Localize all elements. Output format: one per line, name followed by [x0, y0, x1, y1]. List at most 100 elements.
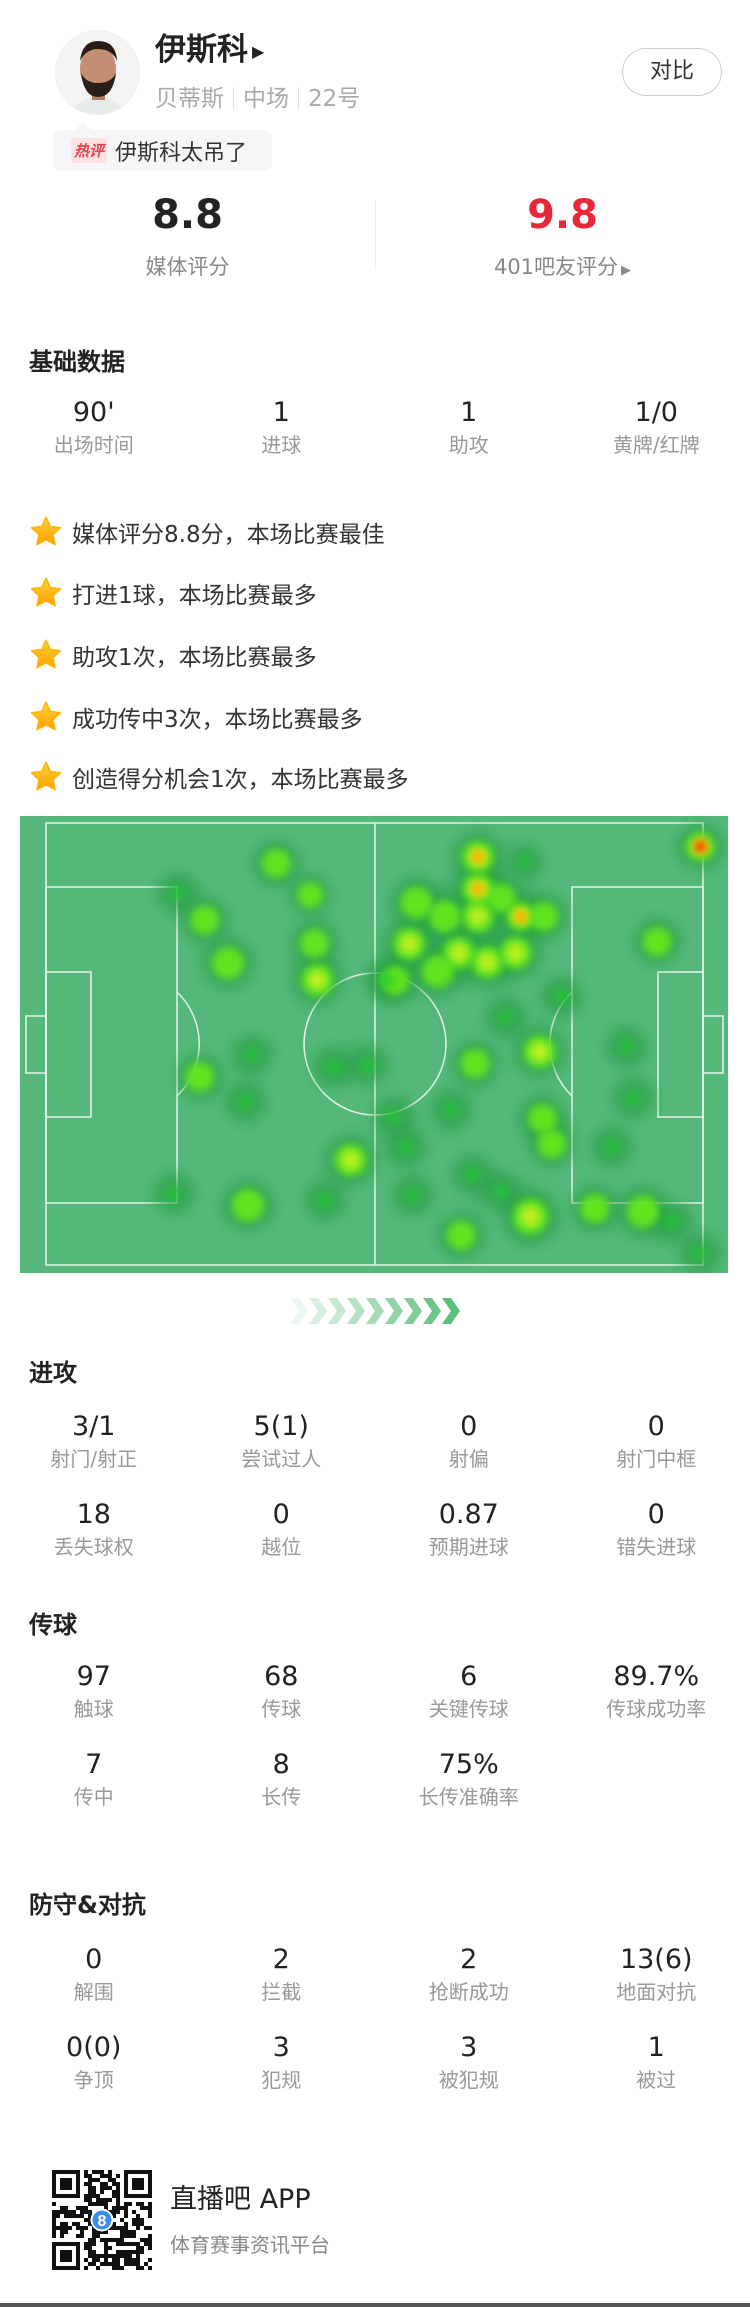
stat-value: 0(0)	[66, 2032, 122, 2063]
chevron-right-icon	[309, 1298, 327, 1324]
stat-label: 被犯规	[438, 2068, 499, 2092]
heatmap-point	[528, 1104, 557, 1133]
triangle-right-icon: ▶	[621, 263, 632, 278]
stat-item: 68 传球	[188, 1660, 376, 1748]
stat-value: 3	[272, 2032, 290, 2063]
heatmap-point	[443, 1103, 459, 1118]
heatmap-point	[421, 955, 454, 988]
media-rating: 8.8 媒体评分	[0, 190, 375, 282]
stat-label: 射门/射正	[50, 1447, 138, 1471]
fan-rating-value: 9.8	[527, 192, 598, 238]
chevron-right-icon	[385, 1298, 403, 1324]
heatmap-point	[300, 929, 329, 958]
stat-item: 1/0 黄牌/红牌	[563, 396, 750, 484]
player-meta: 贝蒂斯 中场 22号	[155, 84, 360, 114]
player-name[interactable]: 伊斯科 ▶	[155, 32, 265, 68]
app-slogan: 体育赛事资讯平台	[170, 2233, 330, 2257]
stat-item: 3 被犯规	[375, 2031, 563, 2119]
heatmap-point	[400, 934, 419, 953]
stat-label: 传球	[261, 1697, 302, 1721]
stat-value: 2	[272, 1944, 290, 1975]
hot-comment-text: 伊斯科太吊了	[115, 140, 248, 166]
star-icon	[30, 701, 62, 731]
stat-item: 13(6) 地面对抗	[563, 1943, 750, 2031]
stat-value: 90'	[72, 397, 115, 428]
media-rating-label: 媒体评分	[145, 255, 230, 279]
heatmap-point	[166, 1186, 181, 1201]
stat-value: 3	[460, 2032, 478, 2063]
heatmap-point	[604, 1139, 620, 1155]
highlight-item: 媒体评分8.8分，本场比赛最佳	[29, 512, 385, 552]
shirt-number: 22号	[308, 86, 361, 112]
stat-item: 7 传中	[0, 1748, 188, 1836]
heatmap-point	[554, 989, 569, 1004]
heatmap-point	[664, 1214, 680, 1230]
hot-comment[interactable]: 热评 伊斯科太吊了	[53, 122, 272, 171]
heatmap-point	[446, 1221, 476, 1250]
chevron-right-icon	[366, 1298, 384, 1324]
stat-label: 长传	[261, 1785, 302, 1809]
media-rating-value: 8.8	[152, 192, 223, 238]
fan-rating[interactable]: 9.8 401吧友评分 ▶	[375, 190, 750, 286]
heatmap-point	[297, 882, 324, 908]
stat-label: 传中	[73, 1785, 114, 1809]
heatmap-point	[487, 883, 516, 913]
heatmap-point	[465, 1168, 481, 1183]
highlight-text: 成功传中3次，本场比赛最多	[72, 707, 363, 733]
stat-label: 进球	[261, 433, 302, 457]
player-avatar	[55, 30, 140, 115]
stat-label: 射偏	[448, 1447, 489, 1471]
stat-item: 75% 长传准确率	[375, 1748, 563, 1836]
highlight-text: 创造得分机会1次，本场比赛最多	[72, 767, 409, 793]
stat-item: 0 错失进球	[563, 1498, 750, 1586]
stat-label: 被过	[636, 2068, 677, 2092]
stat-value: 7	[85, 1749, 103, 1780]
heatmap-point	[626, 1091, 642, 1106]
heatmap-point	[619, 1039, 634, 1054]
stat-label: 助攻	[448, 433, 489, 457]
heatmap-point	[494, 1184, 509, 1199]
heatmap-point	[212, 947, 245, 980]
heatmap-point	[317, 1193, 332, 1208]
stat-value: 3/1	[72, 1411, 116, 1442]
heatmap-point	[341, 1151, 360, 1170]
stat-item: 18 丢失球权	[0, 1498, 188, 1586]
heatmap-point	[580, 1194, 610, 1223]
svg-text:8: 8	[98, 2213, 107, 2230]
qr-code[interactable]: 8	[52, 2170, 152, 2270]
compare-button[interactable]: 对比	[622, 48, 722, 96]
chevron-right-icon	[347, 1298, 365, 1324]
stat-value: 13(6)	[619, 1944, 693, 1975]
stat-item: 0 射门中框	[563, 1410, 750, 1498]
stat-value: 6	[460, 1661, 478, 1692]
stat-value: 18	[76, 1499, 111, 1530]
section-title-passing: 传球	[29, 1611, 77, 1639]
heatmap-point	[231, 1189, 264, 1222]
hot-tag: 热评	[71, 138, 108, 163]
heatmap-point	[237, 1094, 253, 1110]
stat-item: 3/1 射门/射正	[0, 1410, 188, 1498]
stat-label: 黄牌/红牌	[612, 433, 700, 457]
stat-value: 2	[460, 1944, 478, 1975]
basic-stats: 90' 出场时间 1 进球 1 助攻 1/0 黄牌/红牌	[0, 396, 750, 484]
stat-item: 0(0) 争顶	[0, 2031, 188, 2119]
heatmap-point	[513, 909, 528, 924]
heatmap-point	[642, 927, 672, 957]
stat-item: 90' 出场时间	[0, 396, 188, 484]
stat-value: 89.7%	[613, 1661, 700, 1692]
stat-item: 97 触球	[0, 1660, 188, 1748]
chevron-right-icon	[328, 1298, 346, 1324]
position: 中场	[243, 86, 289, 112]
stat-value: 0	[85, 1944, 103, 1975]
section-title-attack: 进攻	[29, 1359, 77, 1387]
stat-item: 89.7% 传球成功率	[563, 1660, 750, 1748]
highlight-item: 成功传中3次，本场比赛最多	[29, 697, 363, 737]
stat-label: 犯规	[261, 2068, 302, 2092]
chevron-right-icon	[423, 1298, 441, 1324]
section-title-basic: 基础数据	[29, 348, 125, 376]
stat-label: 预期进球	[428, 1535, 509, 1559]
section-title-defense: 防守&对抗	[29, 1891, 146, 1919]
heatmap-point	[627, 1195, 660, 1228]
stat-item: 6 关键传球	[375, 1660, 563, 1748]
stat-item: 2 抢断成功	[375, 1943, 563, 2031]
